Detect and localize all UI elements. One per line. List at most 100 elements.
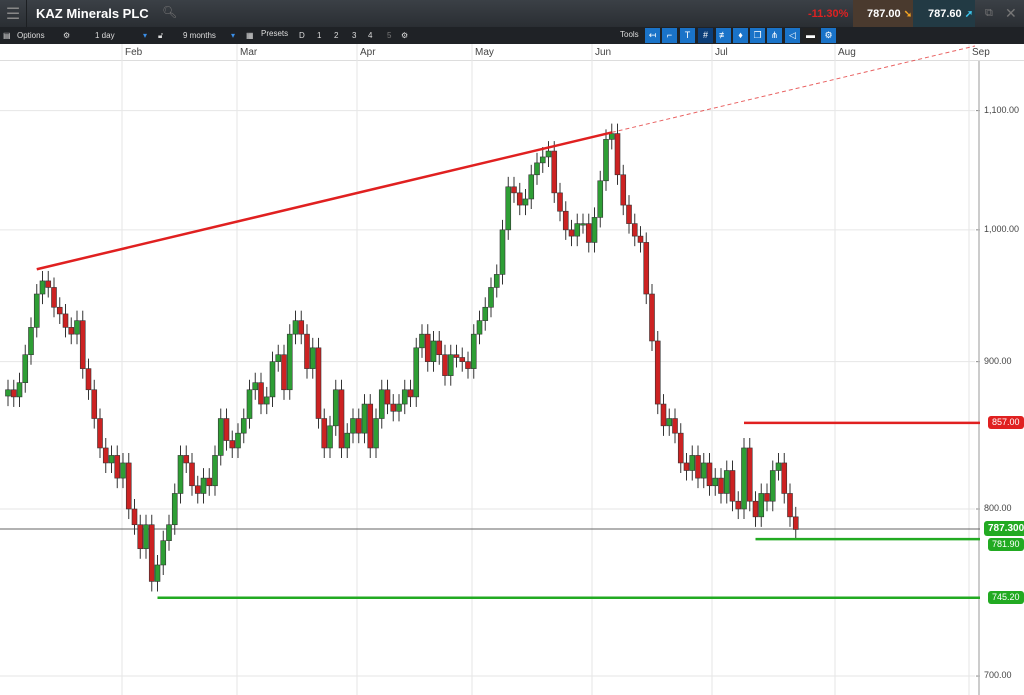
candle-down xyxy=(189,462,195,487)
candle-down xyxy=(557,192,563,212)
candle-up xyxy=(344,432,351,449)
candle-down xyxy=(695,455,701,479)
candle-up xyxy=(470,333,477,369)
range-select[interactable]: 9 months xyxy=(183,31,216,40)
preset-1[interactable]: 1 xyxy=(317,31,322,40)
candle-down xyxy=(45,280,52,288)
preset-3[interactable]: 3 xyxy=(352,31,357,40)
candle-up xyxy=(534,162,540,176)
options-icon[interactable]: ▤ xyxy=(3,31,11,40)
candle-up xyxy=(603,139,609,182)
candle-down xyxy=(792,516,799,530)
level-price-tag[interactable]: 781.90 xyxy=(988,538,1024,552)
candle-up xyxy=(292,320,299,335)
candle-down xyxy=(56,306,63,315)
candle-up xyxy=(275,354,282,362)
popout-icon[interactable]: ⧉ xyxy=(985,7,993,19)
level-price-tag[interactable]: 857.00 xyxy=(988,415,1024,429)
candle-up xyxy=(505,186,512,231)
search-icon[interactable]: 🔍︎ xyxy=(162,5,178,19)
preset-d[interactable]: D xyxy=(299,31,305,40)
candle-up xyxy=(120,462,126,479)
candle-down xyxy=(10,389,17,398)
candle-down xyxy=(752,500,759,518)
menu-icon[interactable]: ☰ xyxy=(0,0,27,27)
candle-down xyxy=(229,440,236,449)
candle-up xyxy=(143,524,149,550)
text-tool-icon[interactable]: T xyxy=(680,28,695,43)
preset-5[interactable]: 5 xyxy=(387,31,392,40)
interval-select[interactable]: 1 day xyxy=(95,31,115,40)
options-button[interactable]: Options xyxy=(17,31,45,40)
resistance-trendline xyxy=(36,131,613,271)
candle-down xyxy=(746,447,753,502)
grid-icon[interactable]: # xyxy=(698,28,713,43)
candle-down xyxy=(614,133,621,176)
layers-icon[interactable]: ❐ xyxy=(750,28,765,43)
candle-down xyxy=(148,524,155,582)
y-tick-label: 1,100.00 xyxy=(984,104,1020,115)
candle-up xyxy=(246,389,253,419)
candle-down xyxy=(51,287,57,308)
candle-down xyxy=(62,313,69,328)
candle-down xyxy=(465,361,471,369)
back-icon[interactable]: ↤ xyxy=(645,28,660,43)
candle-up xyxy=(522,198,529,206)
candle-up xyxy=(160,540,167,566)
settings-tool-icon[interactable]: ⚙ xyxy=(821,28,836,43)
close-icon[interactable]: ✕ xyxy=(1005,5,1017,21)
candle-down xyxy=(568,229,575,237)
candle-icon[interactable]: ♦ xyxy=(733,28,748,43)
preset-settings-icon[interactable]: ⚙ xyxy=(401,31,409,40)
candle-down xyxy=(390,403,397,412)
trendline-extension xyxy=(611,45,976,133)
level-price-tag[interactable]: 745.20 xyxy=(988,590,1024,604)
candle-down xyxy=(79,320,86,369)
candle-up xyxy=(235,432,241,449)
print-icon[interactable]: ▬ xyxy=(803,28,818,43)
presets-label: Presets xyxy=(261,29,289,38)
buy-button[interactable]: 787.60 ➚ xyxy=(913,0,975,27)
candle-down xyxy=(258,382,264,405)
fib-tool-icon[interactable]: ≢ xyxy=(716,28,731,43)
preset-4[interactable]: 4 xyxy=(368,31,373,40)
candle-down xyxy=(183,455,190,464)
candle-up xyxy=(39,280,46,295)
change-percent: -11.30% xyxy=(808,8,849,20)
title-bar: ☰ KAZ Minerals PLC 🔍︎ -11.30% 787.00 ➘ 7… xyxy=(0,0,1024,27)
buy-price: 787.60 xyxy=(928,8,962,20)
chevron-down-icon[interactable]: ▾ xyxy=(231,31,236,40)
gear-icon[interactable]: ⚙ xyxy=(63,31,71,40)
candle-up xyxy=(5,389,11,397)
candle-up xyxy=(263,396,270,405)
candle-up xyxy=(177,455,184,494)
lock-icon[interactable]: 🔓︎ xyxy=(158,31,164,40)
candle-up xyxy=(775,462,782,471)
candle-up xyxy=(373,418,379,449)
calendar-icon[interactable]: ▦ xyxy=(246,31,254,40)
chevron-down-icon[interactable]: ▾ xyxy=(143,31,148,40)
chart-toolbar: ▤ Options ⚙ 1 day ▾ 🔓︎ 9 months ▾ ▦ Pres… xyxy=(0,27,1024,44)
candle-up xyxy=(419,333,425,349)
candle-up xyxy=(591,217,598,243)
candle-up xyxy=(401,389,408,405)
preset-2[interactable]: 2 xyxy=(334,31,339,40)
x-tick-label: Jun xyxy=(595,47,612,58)
candle-up xyxy=(528,174,535,200)
candle-down xyxy=(729,470,736,502)
tag-icon[interactable]: ◁ xyxy=(785,28,800,43)
candle-down xyxy=(735,500,742,510)
down-arrow-icon: ➘ xyxy=(903,9,913,20)
sell-button[interactable]: 787.00 ➘ xyxy=(853,0,913,27)
candle-up xyxy=(74,320,80,335)
candle-up xyxy=(447,354,454,376)
candle-down xyxy=(281,354,287,391)
candle-down xyxy=(442,354,448,376)
candle-down xyxy=(677,432,684,464)
candle-up xyxy=(430,340,437,362)
curve-tool-icon[interactable]: ⌐ xyxy=(662,28,677,43)
indicators-icon[interactable]: ⋔ xyxy=(767,28,782,43)
x-tick-label: Sep xyxy=(972,47,990,58)
y-tick-label: 800.00 xyxy=(984,503,1012,513)
